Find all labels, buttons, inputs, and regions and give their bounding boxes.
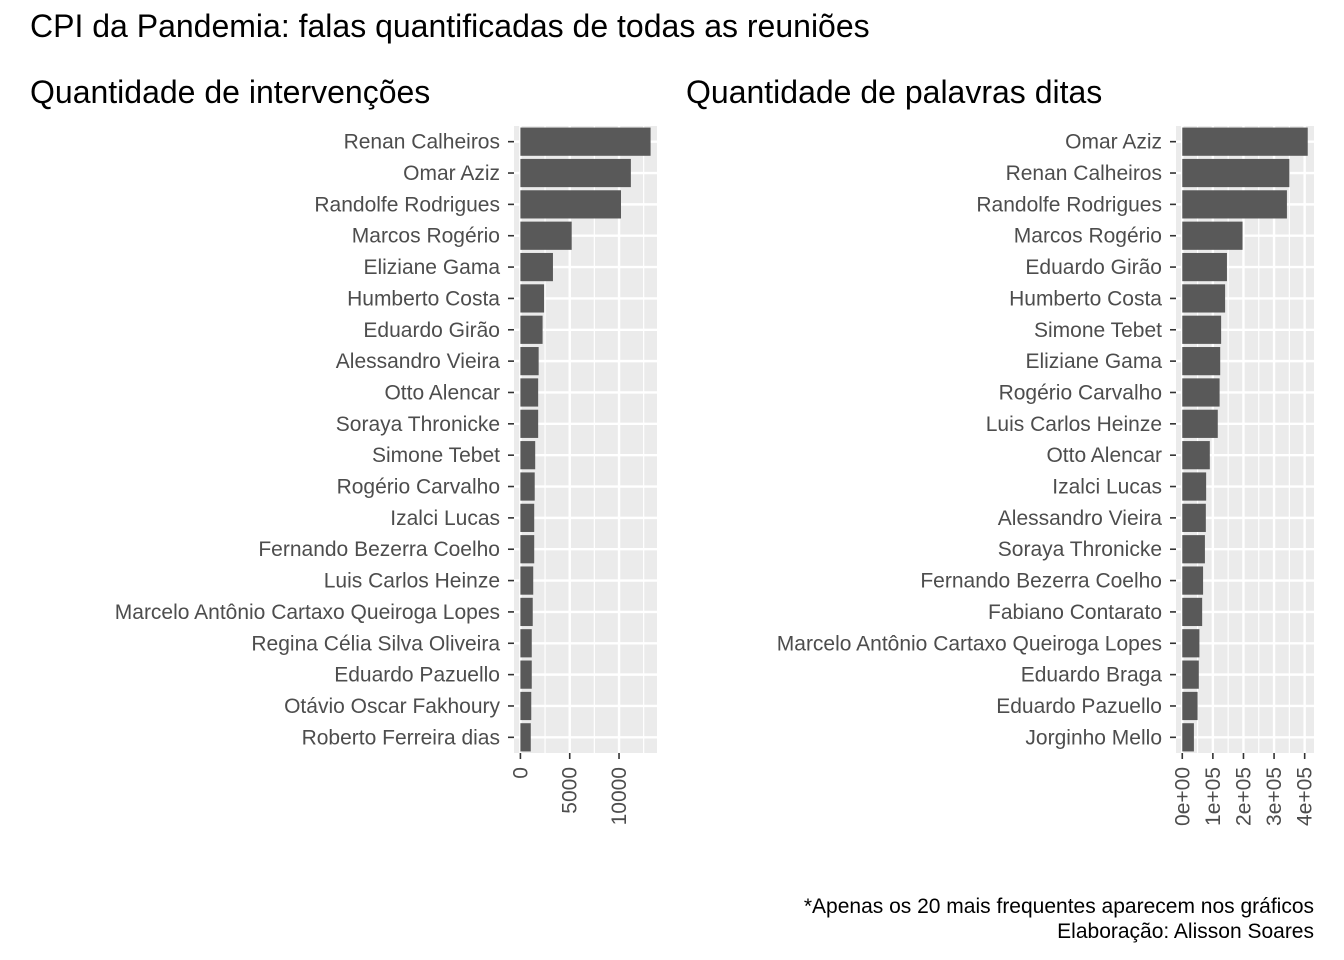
category-label: Fabiano Contarato [988,601,1162,624]
category-label: Marcelo Antônio Cartaxo Queiroga Lopes [115,601,500,624]
category-label: Luis Carlos Heinze [986,413,1162,436]
x-tick-label: 3e+05 [1263,767,1286,826]
category-label: Otto Alencar [384,381,500,404]
bar [1182,441,1210,470]
bar [520,723,531,752]
caption-author: Elaboração: Alisson Soares [1057,920,1314,943]
bar [520,503,535,532]
bar [520,441,536,470]
bar [1182,252,1227,282]
category-label: Rogério Carvalho [999,381,1162,404]
bar [520,535,535,564]
bar [1182,472,1207,501]
category-label: Eduardo Pazuello [996,695,1162,718]
category-label: Humberto Costa [1009,287,1162,310]
category-label: Soraya Thronicke [998,538,1162,561]
category-label: Izalci Lucas [1052,476,1162,499]
bar [1182,221,1243,250]
bar [520,127,651,156]
bar [520,472,535,501]
x-tick-label: 1e+05 [1202,767,1225,826]
category-label: Eduardo Braga [1021,664,1163,687]
bar [1182,347,1221,376]
bar [520,347,539,376]
plot-panel [514,126,657,753]
category-label: Eliziane Gama [1025,350,1162,373]
bar [520,315,543,344]
category-label: Eduardo Girão [363,319,500,342]
category-label: Fernando Bezerra Coelho [258,538,500,561]
bar [520,597,533,627]
category-label: Humberto Costa [347,287,500,310]
bar [520,660,532,689]
category-label: Alessandro Vieira [336,350,501,373]
category-label: Simone Tebet [1034,319,1162,342]
x-tick-label: 10000 [608,767,631,825]
page-title: CPI da Pandemia: falas quantificadas de … [30,8,870,44]
bar [1182,315,1222,344]
bar [1182,190,1287,219]
category-label: Izalci Lucas [390,507,500,530]
bar [1182,503,1206,532]
bar [1182,629,1200,658]
bar [1182,535,1205,564]
bar [1182,691,1198,721]
category-label: Omar Aziz [403,162,500,185]
caption-note: *Apenas os 20 mais frequentes aparecem n… [803,895,1314,918]
chart-interventions: Quantidade de intervenções Renan Calheiro… [30,74,657,825]
bar [1182,284,1226,313]
bar [520,221,572,250]
chart-words: Quantidade de palavras ditas Omar Aziz Ren… [686,74,1317,826]
plot-panel [1176,126,1314,753]
bar [520,629,532,658]
bar [520,691,532,721]
x-tick-label: 5000 [559,767,582,814]
bar [1182,660,1199,689]
bar [1182,378,1220,407]
bar [520,378,539,407]
bar [1182,566,1204,595]
category-label: Eduardo Girão [1025,256,1162,279]
category-label: Rogério Carvalho [337,476,500,499]
category-label: Regina Célia Silva Oliveira [251,632,500,655]
category-label: Simone Tebet [372,444,500,467]
bar [1182,597,1203,627]
category-label: Omar Aziz [1065,131,1162,154]
category-label: Marcelo Antônio Cartaxo Queiroga Lopes [777,632,1162,655]
chart-subtitle: Quantidade de intervenções [30,74,430,110]
category-label: Randolfe Rodrigues [314,193,500,216]
category-label: Renan Calheiros [1006,162,1162,185]
x-tick-label: 0 [509,767,532,779]
bar [520,252,553,282]
category-label: Eliziane Gama [363,256,500,279]
category-label: Marcos Rogério [1014,225,1162,248]
x-tick-label: 0e+00 [1171,767,1194,826]
category-label: Jorginho Mello [1025,726,1162,749]
category-label: Alessandro Vieira [998,507,1163,530]
category-label: Roberto Ferreira dias [302,726,500,749]
bar [1182,127,1308,156]
x-tick-label: 4e+05 [1294,767,1317,826]
bar [520,190,622,219]
category-label: Renan Calheiros [344,131,500,154]
category-label: Fernando Bezerra Coelho [920,570,1162,593]
chart-subtitle: Quantidade de palavras ditas [686,74,1102,110]
category-label: Otto Alencar [1046,444,1162,467]
bar [520,409,539,438]
bar [520,158,631,188]
category-label: Eduardo Pazuello [334,664,500,687]
bar [1182,409,1218,438]
category-label: Luis Carlos Heinze [324,570,500,593]
bar [1182,158,1290,188]
x-tick-label: 2e+05 [1232,767,1255,826]
category-label: Marcos Rogério [352,225,500,248]
bar [1182,723,1194,752]
category-label: Randolfe Rodrigues [976,193,1162,216]
bar [520,284,545,313]
category-label: Soraya Thronicke [336,413,500,436]
bar [520,566,534,595]
category-label: Otávio Oscar Fakhoury [284,695,500,718]
